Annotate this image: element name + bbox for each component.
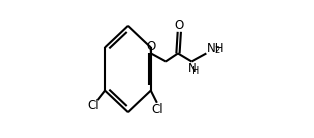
Text: NH: NH bbox=[207, 42, 225, 55]
Text: H: H bbox=[192, 66, 200, 76]
Text: Cl: Cl bbox=[152, 103, 163, 116]
Text: N: N bbox=[188, 63, 197, 75]
Text: 2: 2 bbox=[215, 46, 220, 55]
Text: O: O bbox=[175, 18, 184, 32]
Text: Cl: Cl bbox=[87, 99, 99, 112]
Text: O: O bbox=[146, 39, 155, 53]
